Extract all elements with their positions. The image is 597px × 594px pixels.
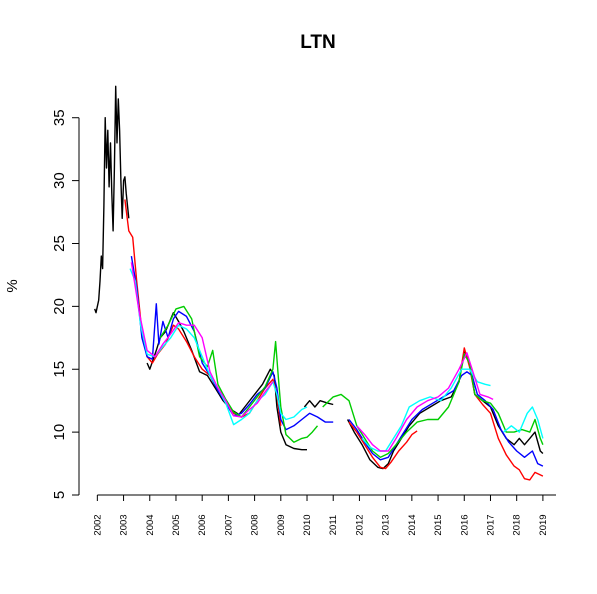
x-tick-label: 2005 bbox=[171, 514, 182, 535]
x-tick-label: 2007 bbox=[223, 514, 234, 535]
x-tick-label: 2018 bbox=[512, 514, 523, 535]
y-tick-label: 15 bbox=[51, 361, 68, 378]
x-tick-label: 2008 bbox=[250, 514, 261, 535]
series-line-9 bbox=[348, 371, 544, 467]
y-tick-label: 10 bbox=[51, 424, 68, 441]
y-tick-label: 30 bbox=[51, 172, 68, 189]
x-tick-label: 2006 bbox=[197, 514, 208, 535]
x-tick-label: 2010 bbox=[302, 514, 313, 535]
y-tick-label: 35 bbox=[51, 109, 68, 126]
x-tick-label: 2015 bbox=[433, 514, 444, 535]
series-line-10 bbox=[159, 305, 319, 443]
y-tick-label: 25 bbox=[51, 235, 68, 252]
series-line-16 bbox=[356, 352, 494, 452]
series-group bbox=[94, 85, 544, 481]
x-tick-label: 2003 bbox=[119, 514, 130, 535]
series-line-11 bbox=[322, 353, 544, 458]
axes: 5 10 15 20 25 30 35 2002 2003 2004 2005 2006 2007 200… bbox=[51, 109, 556, 536]
x-tick-label: 2014 bbox=[407, 514, 418, 535]
chart-title: LTN bbox=[300, 32, 336, 53]
x-tick-label: 2012 bbox=[354, 514, 365, 535]
x-tick-label: 2009 bbox=[276, 514, 287, 535]
series-line-6 bbox=[348, 421, 418, 470]
series-line-8 bbox=[130, 255, 334, 431]
y-tick-label: 20 bbox=[51, 298, 68, 315]
y-tick-label: 5 bbox=[51, 491, 68, 499]
series-line-15 bbox=[130, 262, 274, 418]
x-tick-label: 2002 bbox=[92, 514, 103, 535]
x-tick-label: 2011 bbox=[328, 515, 339, 535]
x-tick-label: 2017 bbox=[485, 514, 496, 535]
x-tick-label: 2016 bbox=[459, 514, 470, 535]
series-line-1 bbox=[94, 85, 130, 314]
series-line-14 bbox=[503, 406, 544, 439]
x-tick-label: 2013 bbox=[381, 514, 392, 535]
series-line-3 bbox=[303, 400, 334, 408]
x-tick-label: 2004 bbox=[145, 514, 156, 535]
x-tick-label: 2019 bbox=[538, 514, 549, 535]
y-axis-label: % bbox=[4, 279, 21, 292]
